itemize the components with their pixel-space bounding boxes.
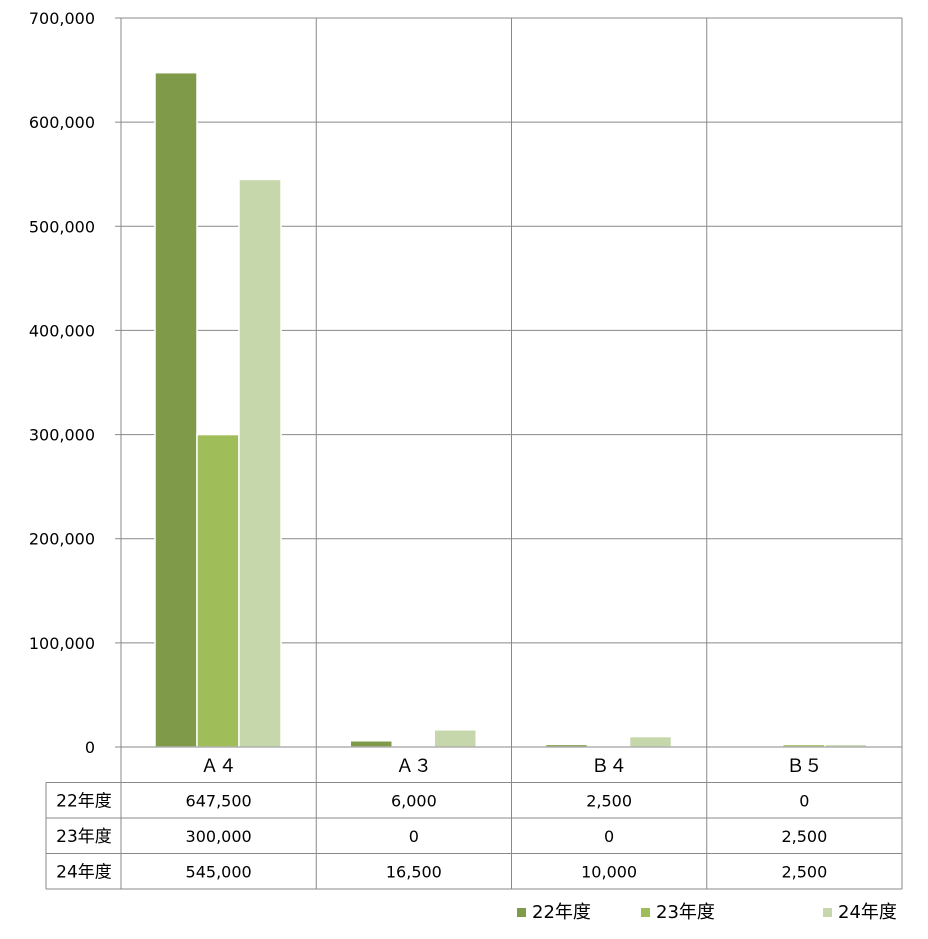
category-label: Ａ３ xyxy=(396,756,432,777)
table-cell: 2,500 xyxy=(586,792,632,811)
y-tick-label: 0 xyxy=(85,738,95,757)
table-cell: 0 xyxy=(409,827,419,846)
category-label: Ｂ４ xyxy=(591,756,627,777)
data-table: Ａ４ Ａ３ Ｂ４ Ｂ５ 22年度 647,500 6,000 2,500 0 23年度 300,00… xyxy=(45,746,902,890)
y-tick-label: 500,000 xyxy=(29,217,95,236)
table-cell: 10,000 xyxy=(581,863,637,882)
y-tick-label: 700,000 xyxy=(29,9,95,28)
legend-swatch xyxy=(517,908,526,917)
table-cell: 2,500 xyxy=(781,827,827,846)
y-tick-label: 300,000 xyxy=(29,426,95,445)
bar-0-1 xyxy=(196,433,240,748)
legend: 22年度 23年度 24年度 xyxy=(517,902,897,923)
table-cell: 0 xyxy=(799,792,809,811)
legend-swatch xyxy=(641,908,650,917)
category-label: Ｂ５ xyxy=(786,756,822,777)
legend-label: 23年度 xyxy=(656,902,715,923)
table-series-name: 22年度 xyxy=(56,792,112,812)
table-cell: 2,500 xyxy=(781,863,827,882)
bar-1-0 xyxy=(349,740,393,748)
legend-swatch xyxy=(823,908,832,917)
legend-label: 24年度 xyxy=(838,902,897,923)
y-tick-label: 200,000 xyxy=(29,530,95,549)
bar-2-2 xyxy=(628,735,673,748)
table-series-name: 23年度 xyxy=(56,827,112,847)
category-label: Ａ４ xyxy=(201,756,237,777)
y-tick-label: 100,000 xyxy=(29,634,95,653)
table-cell: 0 xyxy=(604,827,614,846)
axes: 0 100,000 200,000 300,000 400,000 500,000 600,… xyxy=(29,9,95,757)
table-cell: 6,000 xyxy=(391,792,437,811)
table-cell: 16,500 xyxy=(386,863,442,882)
bar-1-2 xyxy=(433,729,477,748)
bar-0-2 xyxy=(238,178,282,748)
y-tick-label: 400,000 xyxy=(29,321,95,340)
bar-0-0 xyxy=(154,71,198,748)
table-cell: 647,500 xyxy=(186,792,252,811)
bars xyxy=(154,71,868,748)
table-cell: 300,000 xyxy=(186,827,252,846)
table-series-name: 24年度 xyxy=(56,863,112,883)
legend-label: 22年度 xyxy=(532,902,591,923)
table-cell: 545,000 xyxy=(186,863,252,882)
y-tick-label: 600,000 xyxy=(29,113,95,132)
